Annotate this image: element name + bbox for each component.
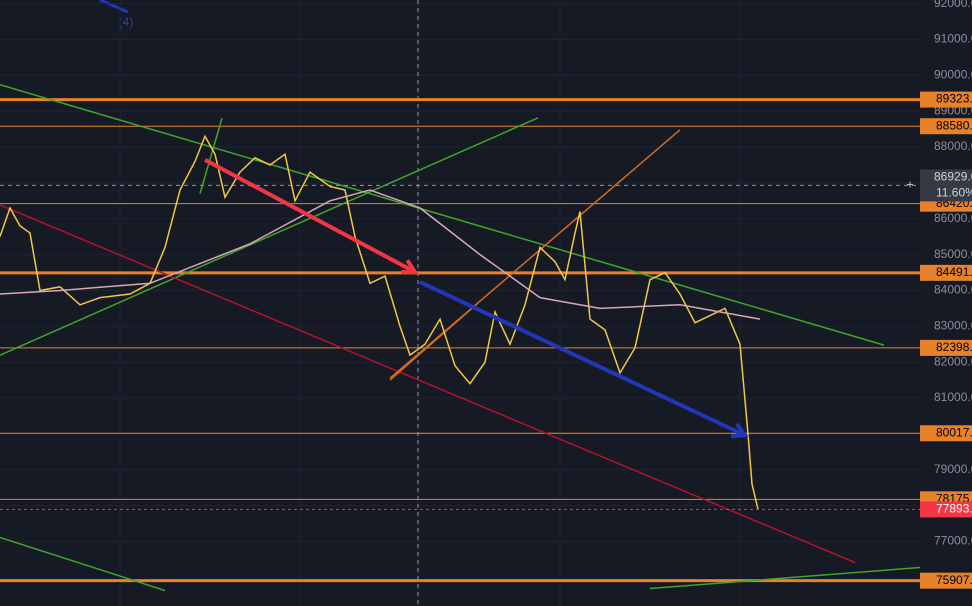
crosshair-change: 11.60% bbox=[936, 186, 972, 200]
y-tick-label: 81000.0 bbox=[934, 390, 972, 404]
trendline bbox=[0, 117, 539, 356]
y-tick-label: 88000.0 bbox=[934, 139, 972, 153]
price-tag bbox=[920, 339, 972, 356]
crosshair-tag bbox=[920, 169, 972, 202]
arrow-head bbox=[400, 259, 419, 275]
trendline bbox=[0, 536, 166, 592]
trendline bbox=[389, 302, 479, 381]
y-tick-label: 79000.0 bbox=[934, 462, 972, 476]
price-tag-label: 84491.0 bbox=[936, 265, 972, 279]
plus-button: + bbox=[906, 178, 913, 192]
partial-arrow bbox=[99, 0, 129, 14]
y-tick-label: 82000.0 bbox=[934, 354, 972, 368]
trendline bbox=[199, 118, 223, 194]
price-tag-label: 89323.0 bbox=[936, 92, 972, 106]
price-tag bbox=[920, 264, 972, 281]
price-tag-label: 88580.0 bbox=[936, 118, 972, 132]
y-tick-label: 77000.0 bbox=[934, 534, 972, 548]
y-tick-label: 85000.0 bbox=[934, 247, 972, 261]
crosshair-label: 86929.0 bbox=[934, 170, 972, 184]
y-tick-label: 91000.0 bbox=[934, 32, 972, 46]
arrow bbox=[419, 280, 746, 438]
price-tag-label: 80017.0 bbox=[936, 425, 972, 439]
price-tag bbox=[920, 425, 972, 442]
arrow-head bbox=[730, 422, 749, 439]
y-tick-label: 86000.0 bbox=[934, 211, 972, 225]
price-tag-label: 75907.0 bbox=[936, 573, 972, 587]
y-tick-label: 84000.0 bbox=[934, 283, 972, 297]
trendline bbox=[0, 204, 856, 564]
price-tag bbox=[920, 501, 972, 518]
trendline bbox=[649, 566, 921, 590]
price-tag bbox=[920, 91, 972, 108]
price-tag-label: 82398.0 bbox=[936, 340, 972, 354]
annotation: (4) bbox=[119, 15, 134, 29]
price-tag bbox=[920, 572, 972, 589]
arrow bbox=[204, 158, 416, 274]
y-tick-label: 83000.0 bbox=[934, 318, 972, 332]
y-tick-label: 92000.0 bbox=[934, 0, 972, 10]
price-tag-label: 77893.0 bbox=[936, 502, 972, 516]
trendline bbox=[0, 84, 885, 346]
price-line bbox=[0, 189, 761, 320]
y-tick-label: 90000.0 bbox=[934, 67, 972, 81]
price-tag bbox=[920, 118, 972, 135]
price-line bbox=[0, 134, 759, 510]
